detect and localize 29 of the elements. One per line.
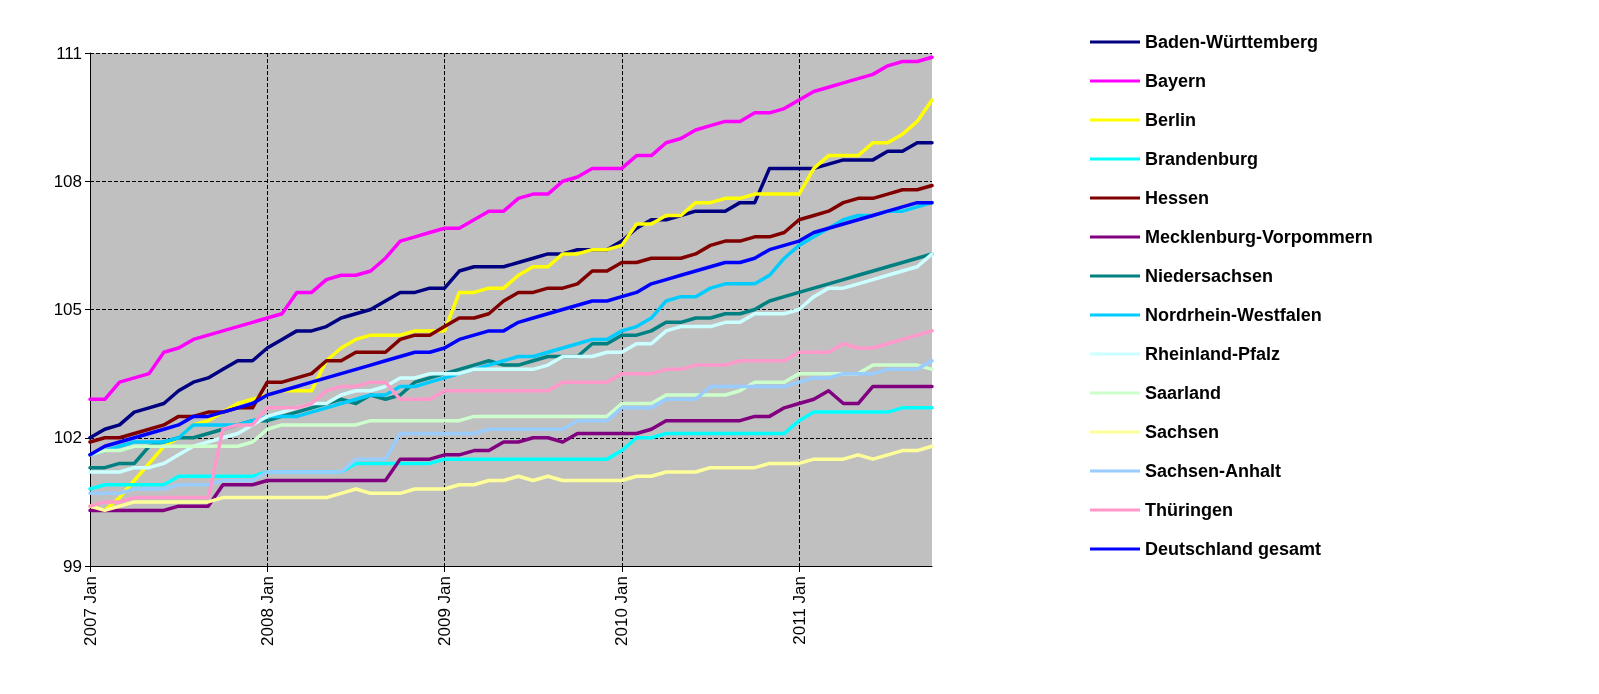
line-series bbox=[88, 55, 934, 402]
legend-label: Bayern bbox=[1145, 71, 1207, 91]
line-series bbox=[88, 384, 934, 513]
line-series bbox=[88, 141, 934, 440]
line-series bbox=[88, 359, 934, 496]
legend-label: Hessen bbox=[1145, 188, 1210, 208]
y-tick-label: 102 bbox=[53, 428, 82, 448]
line-series bbox=[88, 329, 934, 508]
legend-label: Thüringen bbox=[1145, 500, 1233, 520]
legend-label: Nordrhein-Westfalen bbox=[1145, 305, 1322, 325]
x-tick-label: 2008 Jan bbox=[257, 576, 277, 646]
x-tick-label: 2011 Jan bbox=[789, 576, 809, 645]
legend-label: Rheinland-Pfalz bbox=[1145, 344, 1281, 364]
y-tick-label: 99 bbox=[63, 556, 82, 576]
legend-label: Brandenburg bbox=[1145, 149, 1259, 169]
y-tick-label: 108 bbox=[53, 171, 82, 191]
legend-label: Deutschland gesamt bbox=[1145, 539, 1322, 559]
x-tick-label: 2007 Jan bbox=[80, 576, 100, 646]
y-tick-label: 111 bbox=[56, 43, 82, 63]
legend-label: Sachsen-Anhalt bbox=[1145, 461, 1282, 481]
legend-label: Sachsen bbox=[1145, 422, 1220, 442]
y-tick-label: 105 bbox=[53, 300, 82, 319]
legend-label: Mecklenburg-Vorpommern bbox=[1145, 227, 1373, 247]
legend-label: Berlin bbox=[1145, 110, 1197, 130]
legend-label: Saarland bbox=[1145, 383, 1222, 403]
x-tick-label: 2009 Jan bbox=[435, 576, 455, 646]
x-tick-label: 2010 Jan bbox=[612, 576, 632, 646]
legend-label: Baden-Württemberg bbox=[1145, 32, 1319, 52]
legend-label: Niedersachsen bbox=[1145, 266, 1274, 286]
